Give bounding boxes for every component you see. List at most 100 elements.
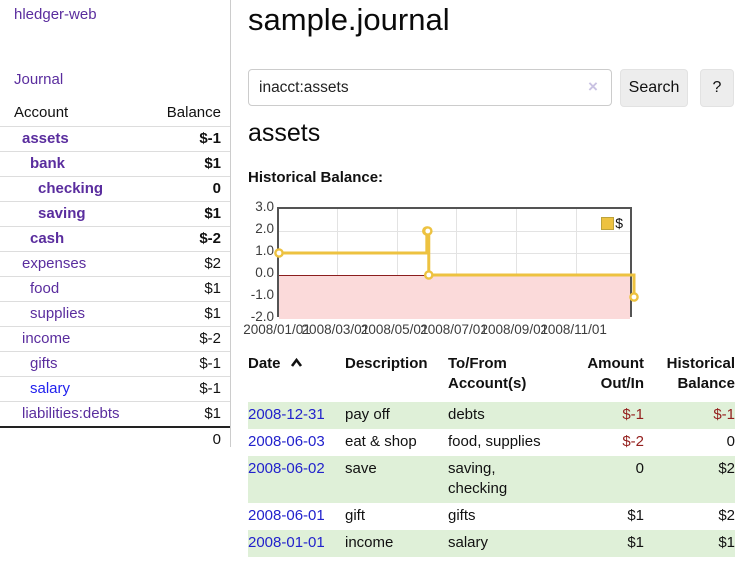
chart-title: Historical Balance: — [248, 169, 384, 186]
column-header-date[interactable]: Date — [248, 352, 345, 402]
data-point-marker[interactable] — [274, 248, 284, 258]
balance-series-line — [279, 229, 636, 297]
account-row: supplies $1 — [0, 301, 230, 327]
sidebar-account-link[interactable]: expenses — [22, 255, 87, 272]
transaction-balance: $-1 — [644, 402, 735, 429]
sidebar-account-link[interactable]: cash — [30, 230, 65, 247]
transaction-balance: $2 — [718, 507, 735, 524]
sidebar-account-link[interactable]: gifts — [30, 355, 58, 372]
account-balance: $1 — [204, 405, 221, 422]
gridline — [396, 209, 398, 315]
gridline — [337, 209, 339, 315]
search-button[interactable]: Search — [620, 69, 688, 107]
main-content: sample.journal × Search ? assets Histori… — [243, 0, 735, 582]
account-row: food $1 — [0, 276, 230, 302]
y-axis-tick-label: 3.0 — [255, 199, 274, 214]
column-header-balance: Historical Balance — [666, 355, 735, 392]
app-brand-link[interactable]: hledger-web — [14, 6, 97, 23]
legend-label: $ — [615, 215, 623, 231]
historical-balance-chart: $ 3.0 2.0 1.0 0.0 -1.0 -2.0 2008/01/01 2008/03… — [243, 199, 735, 345]
accounts-header-account: Account — [14, 104, 69, 121]
sidebar-account-link[interactable]: food — [30, 280, 60, 297]
transaction-date-link[interactable]: 2008-06-01 — [248, 507, 325, 524]
transaction-row: 2008-06-02 save saving, checking 0 $2 — [248, 456, 735, 503]
account-row: expenses $2 — [0, 251, 230, 277]
x-axis-tick-label: 2008/03/01 — [301, 322, 370, 337]
x-axis-tick-label: 2008/05/01 — [360, 322, 429, 337]
account-balance: $1 — [204, 205, 221, 222]
column-header-description: Description — [345, 355, 428, 372]
register-table: Date Description To/From Account(s) Amou… — [248, 352, 735, 557]
account-balance: $1 — [204, 305, 221, 322]
accounts-table: Account Balance assets $-1 bank $1 checking 0… — [0, 100, 230, 452]
y-axis-tick-label: 0.0 — [255, 265, 274, 280]
account-row: cash $-2 — [0, 226, 230, 252]
account-balance: $-2 — [199, 330, 221, 347]
sort-ascending-icon — [290, 357, 302, 367]
x-axis-tick-label: 2008/11/01 — [540, 322, 607, 337]
search-input[interactable] — [248, 69, 612, 106]
accounts-header-balance: Balance — [166, 104, 221, 121]
transaction-date-link[interactable]: 2008-12-31 — [248, 406, 325, 423]
gridline — [575, 209, 577, 315]
clear-search-icon[interactable]: × — [588, 77, 598, 96]
balance-series — [274, 226, 639, 302]
sidebar-account-link[interactable]: supplies — [30, 305, 86, 322]
sidebar-account-link[interactable]: saving — [38, 205, 86, 222]
y-axis-tick-label: -1.0 — [250, 287, 274, 302]
sidebar-account-link[interactable]: bank — [30, 155, 66, 172]
data-point-marker[interactable] — [423, 226, 433, 236]
help-button[interactable]: ? — [700, 69, 734, 107]
accounts-total-balance: 0 — [212, 431, 221, 448]
transaction-accounts: saving, checking — [448, 456, 558, 503]
account-row: salary $-1 — [0, 376, 230, 402]
gridline — [516, 209, 518, 315]
transaction-amount: 0 — [558, 456, 644, 503]
account-balance: 0 — [212, 180, 221, 197]
account-balance: $-1 — [199, 355, 221, 372]
transaction-balance: 0 — [726, 433, 735, 450]
x-axis-tick-label: 2008/01/01 — [243, 322, 311, 337]
account-balance: $1 — [204, 280, 221, 297]
sidebar-account-link[interactable]: liabilities:debts — [22, 405, 120, 422]
transaction-date-link[interactable]: 2008-06-02 — [248, 460, 325, 477]
transaction-accounts: salary — [448, 530, 558, 557]
sidebar-account-link[interactable]: salary — [30, 380, 71, 397]
sidebar-account-link[interactable]: assets — [22, 130, 69, 147]
account-balance: $1 — [204, 155, 221, 172]
transaction-accounts: food, supplies — [448, 433, 541, 450]
search-form: × Search ? — [248, 69, 735, 107]
data-point-marker[interactable] — [423, 270, 434, 280]
accounts-total-spacer — [0, 427, 150, 452]
transaction-amount: $1 — [627, 507, 644, 524]
account-balance: $-2 — [199, 230, 221, 247]
transaction-description: income — [345, 530, 448, 557]
transaction-row: 2008-12-31 pay off debts $-1 $-1 — [248, 402, 735, 429]
transaction-date-link[interactable]: 2008-01-01 — [248, 534, 325, 551]
sidebar: hledger-web Journal Account Balance asse… — [0, 0, 231, 448]
account-balance: $-1 — [199, 380, 221, 397]
y-axis-tick-label: 1.0 — [255, 243, 274, 258]
transaction-date-link[interactable]: 2008-06-03 — [248, 433, 325, 450]
sidebar-account-link[interactable]: checking — [38, 180, 104, 197]
account-row: liabilities:debts $1 — [0, 401, 230, 428]
transaction-row: 2008-06-03 eat & shop food, supplies $-2 0 — [248, 429, 735, 456]
sidebar-account-link[interactable]: income — [22, 330, 71, 347]
transaction-amount: $-1 — [558, 402, 644, 429]
register-account-heading: assets — [248, 119, 321, 147]
chart-plot-area[interactable]: $ — [274, 207, 639, 319]
page-title: sample.journal — [248, 2, 450, 37]
accounts-total-row: 0 — [0, 427, 230, 452]
transaction-balance: $2 — [644, 456, 735, 503]
transaction-amount: $-2 — [622, 433, 644, 450]
negative-region — [279, 275, 630, 319]
transaction-description: save — [345, 456, 448, 503]
transaction-accounts: debts — [448, 402, 558, 429]
sidebar-item-journal[interactable]: Journal — [14, 71, 64, 88]
account-row: saving $1 — [0, 201, 230, 227]
y-axis-tick-label: -2.0 — [250, 309, 274, 324]
data-point-marker[interactable] — [629, 292, 639, 302]
account-row: assets $-1 — [0, 126, 230, 152]
transaction-accounts: gifts — [448, 507, 476, 524]
account-balance: $-1 — [199, 130, 221, 147]
